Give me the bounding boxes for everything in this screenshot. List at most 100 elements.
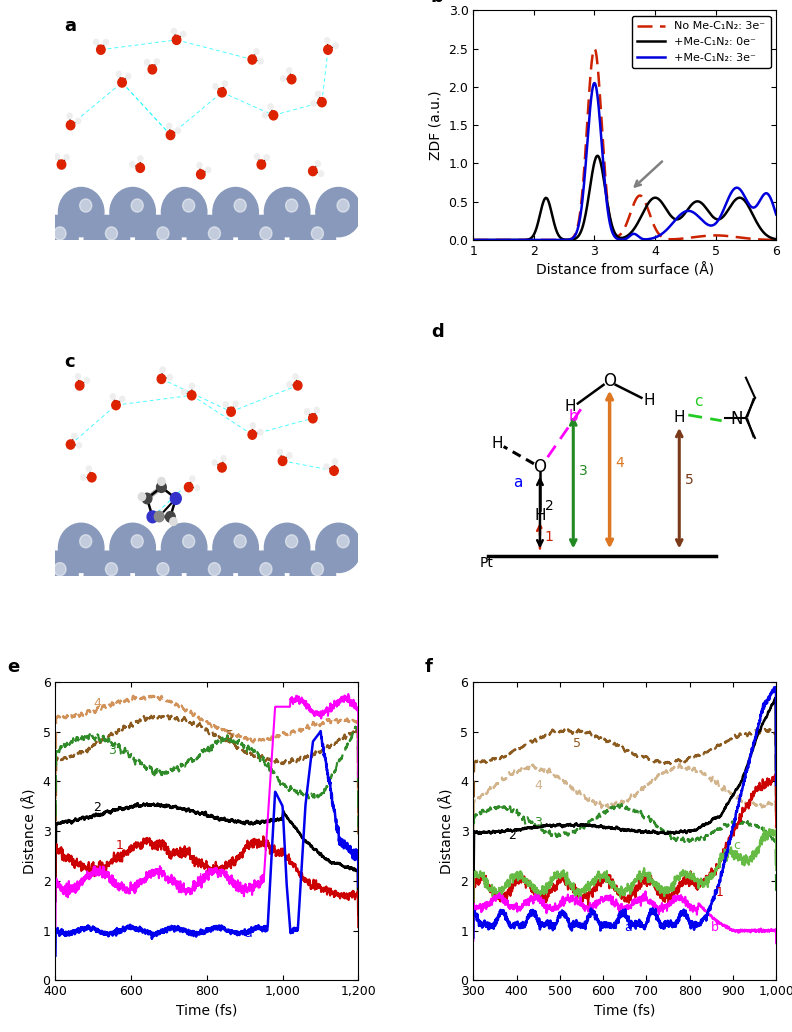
Circle shape xyxy=(304,409,310,414)
Circle shape xyxy=(86,465,91,472)
Text: 5: 5 xyxy=(685,473,694,487)
Circle shape xyxy=(157,562,169,576)
Circle shape xyxy=(337,535,349,548)
Circle shape xyxy=(77,443,82,448)
Text: b: b xyxy=(200,873,208,886)
Circle shape xyxy=(166,512,175,522)
Circle shape xyxy=(257,160,265,169)
Circle shape xyxy=(318,98,326,106)
Text: H: H xyxy=(643,393,655,408)
Circle shape xyxy=(325,38,329,43)
Circle shape xyxy=(67,114,72,119)
Circle shape xyxy=(170,492,181,505)
Text: 4: 4 xyxy=(615,456,624,470)
X-axis label: Distance from surface (Å): Distance from surface (Å) xyxy=(535,263,714,278)
Circle shape xyxy=(173,35,181,44)
Text: 2: 2 xyxy=(508,829,516,841)
Circle shape xyxy=(154,59,159,64)
Circle shape xyxy=(187,551,233,601)
Circle shape xyxy=(120,396,125,401)
Text: N: N xyxy=(731,410,743,427)
Circle shape xyxy=(118,77,126,87)
Circle shape xyxy=(187,216,233,264)
Circle shape xyxy=(32,216,78,264)
Circle shape xyxy=(71,433,77,439)
Circle shape xyxy=(213,523,258,573)
Circle shape xyxy=(81,475,86,480)
Circle shape xyxy=(139,493,146,501)
Text: 5: 5 xyxy=(226,729,234,742)
Circle shape xyxy=(197,162,202,168)
Circle shape xyxy=(167,375,173,380)
Circle shape xyxy=(287,68,291,73)
Circle shape xyxy=(287,74,296,84)
Circle shape xyxy=(154,511,164,522)
Circle shape xyxy=(136,163,144,172)
Circle shape xyxy=(324,45,332,55)
Text: c: c xyxy=(64,353,75,370)
Text: 4: 4 xyxy=(534,779,542,792)
Circle shape xyxy=(233,401,238,407)
Circle shape xyxy=(223,401,228,408)
Circle shape xyxy=(183,535,195,548)
Circle shape xyxy=(318,171,324,176)
Circle shape xyxy=(110,188,155,236)
Circle shape xyxy=(290,216,336,264)
Circle shape xyxy=(145,60,150,65)
Circle shape xyxy=(75,381,84,390)
Circle shape xyxy=(316,523,361,573)
Circle shape xyxy=(112,400,120,410)
Circle shape xyxy=(103,39,109,45)
Text: b: b xyxy=(431,0,444,6)
Circle shape xyxy=(97,45,105,55)
Text: c: c xyxy=(695,394,703,410)
Circle shape xyxy=(59,523,104,573)
Circle shape xyxy=(311,562,323,576)
Circle shape xyxy=(337,199,349,213)
Circle shape xyxy=(143,493,152,504)
Circle shape xyxy=(148,65,157,74)
Circle shape xyxy=(157,227,169,240)
Circle shape xyxy=(195,485,200,490)
X-axis label: Time (fs): Time (fs) xyxy=(594,1004,656,1018)
Text: f: f xyxy=(425,657,432,676)
Circle shape xyxy=(254,154,260,159)
Circle shape xyxy=(208,227,220,240)
Text: Pt: Pt xyxy=(479,556,493,570)
Circle shape xyxy=(221,456,227,461)
Circle shape xyxy=(166,123,172,129)
Circle shape xyxy=(157,375,166,384)
Circle shape xyxy=(238,216,284,264)
Circle shape xyxy=(309,166,317,175)
X-axis label: Time (fs): Time (fs) xyxy=(176,1004,238,1018)
Circle shape xyxy=(309,414,317,423)
Circle shape xyxy=(157,482,166,492)
Circle shape xyxy=(218,88,227,97)
Circle shape xyxy=(329,466,338,476)
Circle shape xyxy=(183,199,195,213)
Text: 3: 3 xyxy=(534,816,542,829)
Text: H: H xyxy=(565,398,576,414)
Circle shape xyxy=(54,562,66,576)
Circle shape xyxy=(160,367,166,373)
Circle shape xyxy=(135,216,181,264)
Circle shape xyxy=(254,49,259,55)
Y-axis label: Distance (Å): Distance (Å) xyxy=(22,788,37,874)
Circle shape xyxy=(248,55,257,64)
Circle shape xyxy=(286,535,298,548)
Circle shape xyxy=(287,453,292,458)
Circle shape xyxy=(260,562,272,576)
Circle shape xyxy=(290,551,336,601)
Circle shape xyxy=(171,28,177,34)
Text: b: b xyxy=(711,921,719,934)
Circle shape xyxy=(196,170,205,179)
Text: b: b xyxy=(569,409,578,424)
Circle shape xyxy=(333,459,337,464)
Circle shape xyxy=(315,161,321,166)
Text: H: H xyxy=(492,437,503,451)
Circle shape xyxy=(57,160,66,169)
Circle shape xyxy=(67,121,74,130)
Text: 3: 3 xyxy=(579,464,588,478)
Circle shape xyxy=(84,216,130,264)
Circle shape xyxy=(269,110,278,120)
